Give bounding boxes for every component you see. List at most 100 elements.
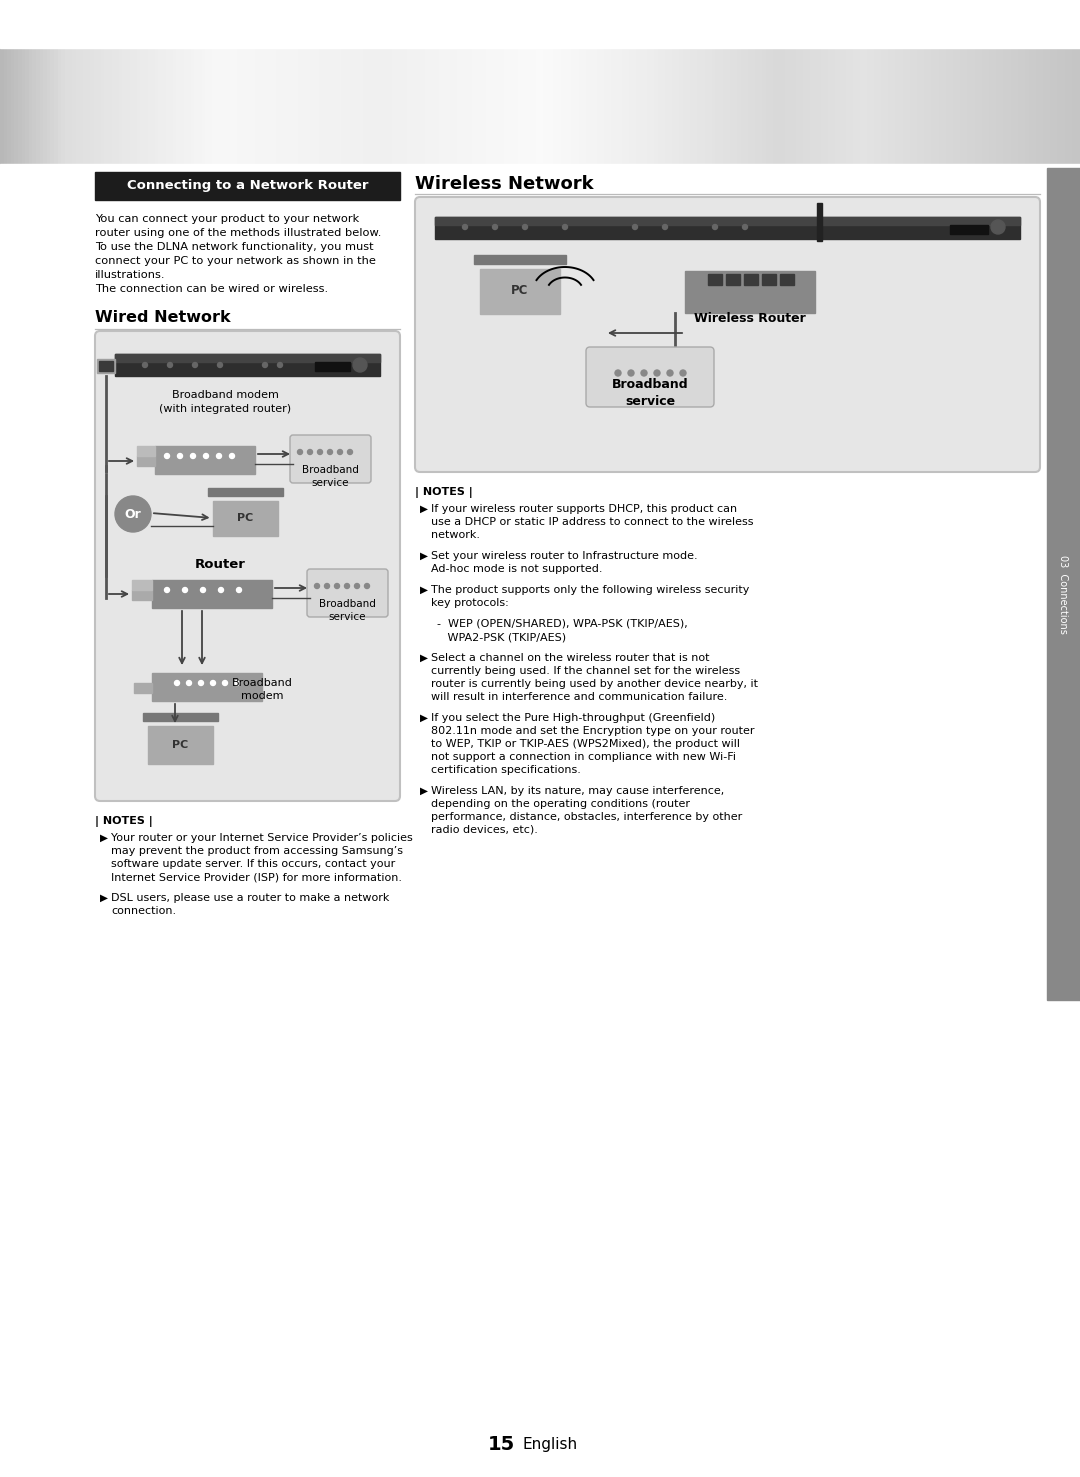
Bar	[143, 713, 217, 721]
Polygon shape	[910, 47, 915, 165]
Circle shape	[348, 449, 352, 455]
Polygon shape	[262, 47, 267, 165]
Polygon shape	[32, 47, 36, 165]
Polygon shape	[1072, 47, 1077, 165]
Polygon shape	[921, 47, 926, 165]
Polygon shape	[76, 47, 79, 165]
Polygon shape	[543, 47, 548, 165]
Polygon shape	[626, 47, 630, 165]
Circle shape	[237, 588, 242, 592]
Text: PC: PC	[172, 740, 188, 750]
Polygon shape	[648, 47, 651, 165]
Polygon shape	[640, 47, 645, 165]
Text: 03  Connections: 03 Connections	[1058, 554, 1068, 634]
Polygon shape	[313, 47, 316, 165]
Polygon shape	[51, 47, 54, 165]
Polygon shape	[335, 47, 338, 165]
Polygon shape	[926, 47, 929, 165]
Polygon shape	[54, 47, 57, 165]
Circle shape	[680, 371, 686, 377]
Text: -  WEP (OPEN/SHARED), WPA-PSK (TKIP/AES),: - WEP (OPEN/SHARED), WPA-PSK (TKIP/AES),	[437, 619, 688, 629]
Polygon shape	[248, 47, 252, 165]
Text: illustrations.: illustrations.	[95, 270, 165, 281]
Polygon shape	[1037, 47, 1040, 165]
Polygon shape	[353, 47, 356, 165]
Polygon shape	[994, 47, 997, 165]
Text: Router: Router	[194, 558, 245, 572]
Circle shape	[318, 449, 323, 455]
Polygon shape	[267, 47, 270, 165]
FancyBboxPatch shape	[95, 331, 400, 801]
Polygon shape	[86, 47, 90, 165]
Polygon shape	[597, 47, 602, 165]
Polygon shape	[281, 47, 284, 165]
Polygon shape	[62, 47, 65, 165]
Polygon shape	[565, 47, 569, 165]
Polygon shape	[154, 47, 159, 165]
Polygon shape	[1001, 47, 1004, 165]
Circle shape	[492, 225, 498, 229]
Polygon shape	[356, 47, 360, 165]
Polygon shape	[11, 47, 14, 165]
Polygon shape	[65, 47, 68, 165]
Polygon shape	[659, 47, 662, 165]
Circle shape	[199, 681, 203, 685]
Polygon shape	[699, 47, 702, 165]
Circle shape	[297, 449, 302, 455]
Text: ▶: ▶	[420, 653, 428, 663]
Circle shape	[183, 588, 188, 592]
Polygon shape	[414, 47, 418, 165]
Text: ▶: ▶	[100, 833, 108, 843]
Polygon shape	[270, 47, 273, 165]
Polygon shape	[554, 47, 558, 165]
Polygon shape	[454, 47, 457, 165]
Text: to WEP, TKIP or TKIP-AES (WPS2Mixed), the product will: to WEP, TKIP or TKIP-AES (WPS2Mixed), th…	[431, 738, 740, 749]
Polygon shape	[68, 47, 72, 165]
Polygon shape	[518, 47, 522, 165]
Circle shape	[222, 681, 228, 685]
Polygon shape	[572, 47, 576, 165]
Bar	[207, 487, 283, 496]
Polygon shape	[943, 47, 947, 165]
Polygon shape	[576, 47, 580, 165]
Circle shape	[327, 449, 333, 455]
Bar	[685, 270, 815, 313]
Polygon shape	[586, 47, 591, 165]
Polygon shape	[198, 47, 202, 165]
Polygon shape	[245, 47, 248, 165]
Bar	[137, 456, 156, 467]
Polygon shape	[662, 47, 666, 165]
Bar	[1047, 168, 1080, 1000]
Polygon shape	[918, 47, 921, 165]
Text: ▶: ▶	[100, 894, 108, 902]
Polygon shape	[710, 47, 713, 165]
Polygon shape	[504, 47, 508, 165]
Polygon shape	[1034, 47, 1037, 165]
Text: If your wireless router supports DHCP, this product can: If your wireless router supports DHCP, t…	[431, 504, 738, 514]
Polygon shape	[1062, 47, 1066, 165]
Circle shape	[662, 225, 667, 229]
Polygon shape	[540, 47, 543, 165]
Polygon shape	[144, 47, 148, 165]
Polygon shape	[548, 47, 551, 165]
Text: Broadband
service: Broadband service	[302, 465, 359, 487]
Polygon shape	[986, 47, 990, 165]
Polygon shape	[634, 47, 637, 165]
Polygon shape	[882, 47, 886, 165]
Circle shape	[642, 371, 647, 377]
Bar	[480, 269, 561, 315]
Bar	[132, 589, 152, 600]
Polygon shape	[483, 47, 486, 165]
Polygon shape	[839, 47, 842, 165]
Circle shape	[143, 362, 148, 368]
Circle shape	[991, 220, 1005, 233]
Polygon shape	[288, 47, 292, 165]
Polygon shape	[386, 47, 389, 165]
Polygon shape	[284, 47, 288, 165]
Bar	[950, 225, 988, 233]
Polygon shape	[846, 47, 850, 165]
Circle shape	[523, 225, 527, 229]
Polygon shape	[1069, 47, 1072, 165]
Polygon shape	[310, 47, 313, 165]
Polygon shape	[932, 47, 936, 165]
